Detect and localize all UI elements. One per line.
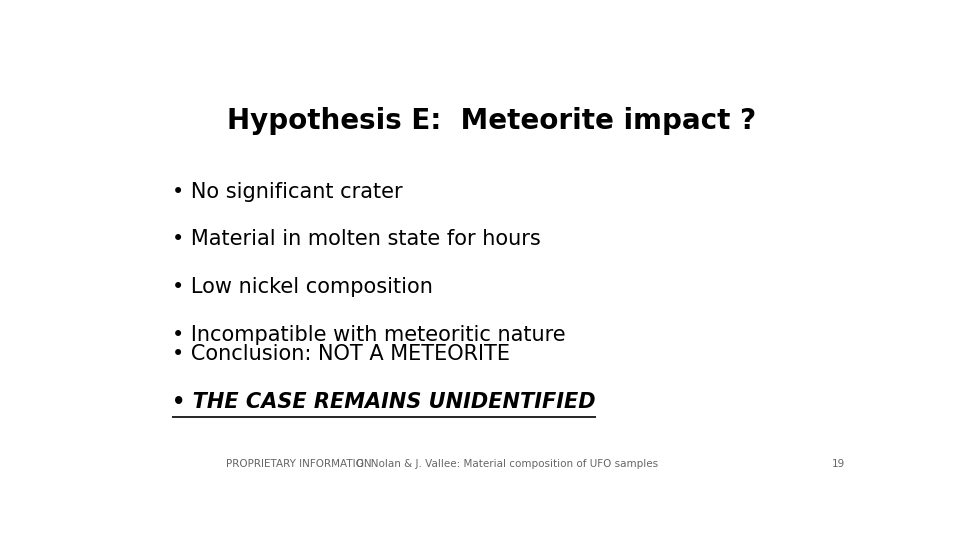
Text: • Material in molten state for hours: • Material in molten state for hours [172, 230, 540, 249]
Text: • THE CASE REMAINS UNIDENTIFIED: • THE CASE REMAINS UNIDENTIFIED [172, 392, 596, 411]
Text: • No significant crater: • No significant crater [172, 181, 402, 201]
Text: 19: 19 [831, 459, 845, 469]
Text: • Low nickel composition: • Low nickel composition [172, 277, 433, 297]
Text: • Conclusion: NOT A METEORITE: • Conclusion: NOT A METEORITE [172, 344, 510, 364]
Text: Hypothesis E:  Meteorite impact ?: Hypothesis E: Meteorite impact ? [228, 107, 756, 135]
Text: • Incompatible with meteoritic nature: • Incompatible with meteoritic nature [172, 325, 565, 345]
Text: G. Nolan & J. Vallee: Material composition of UFO samples: G. Nolan & J. Vallee: Material compositi… [356, 459, 658, 469]
Text: PROPRIETARY INFORMATION: PROPRIETARY INFORMATION [226, 459, 372, 469]
